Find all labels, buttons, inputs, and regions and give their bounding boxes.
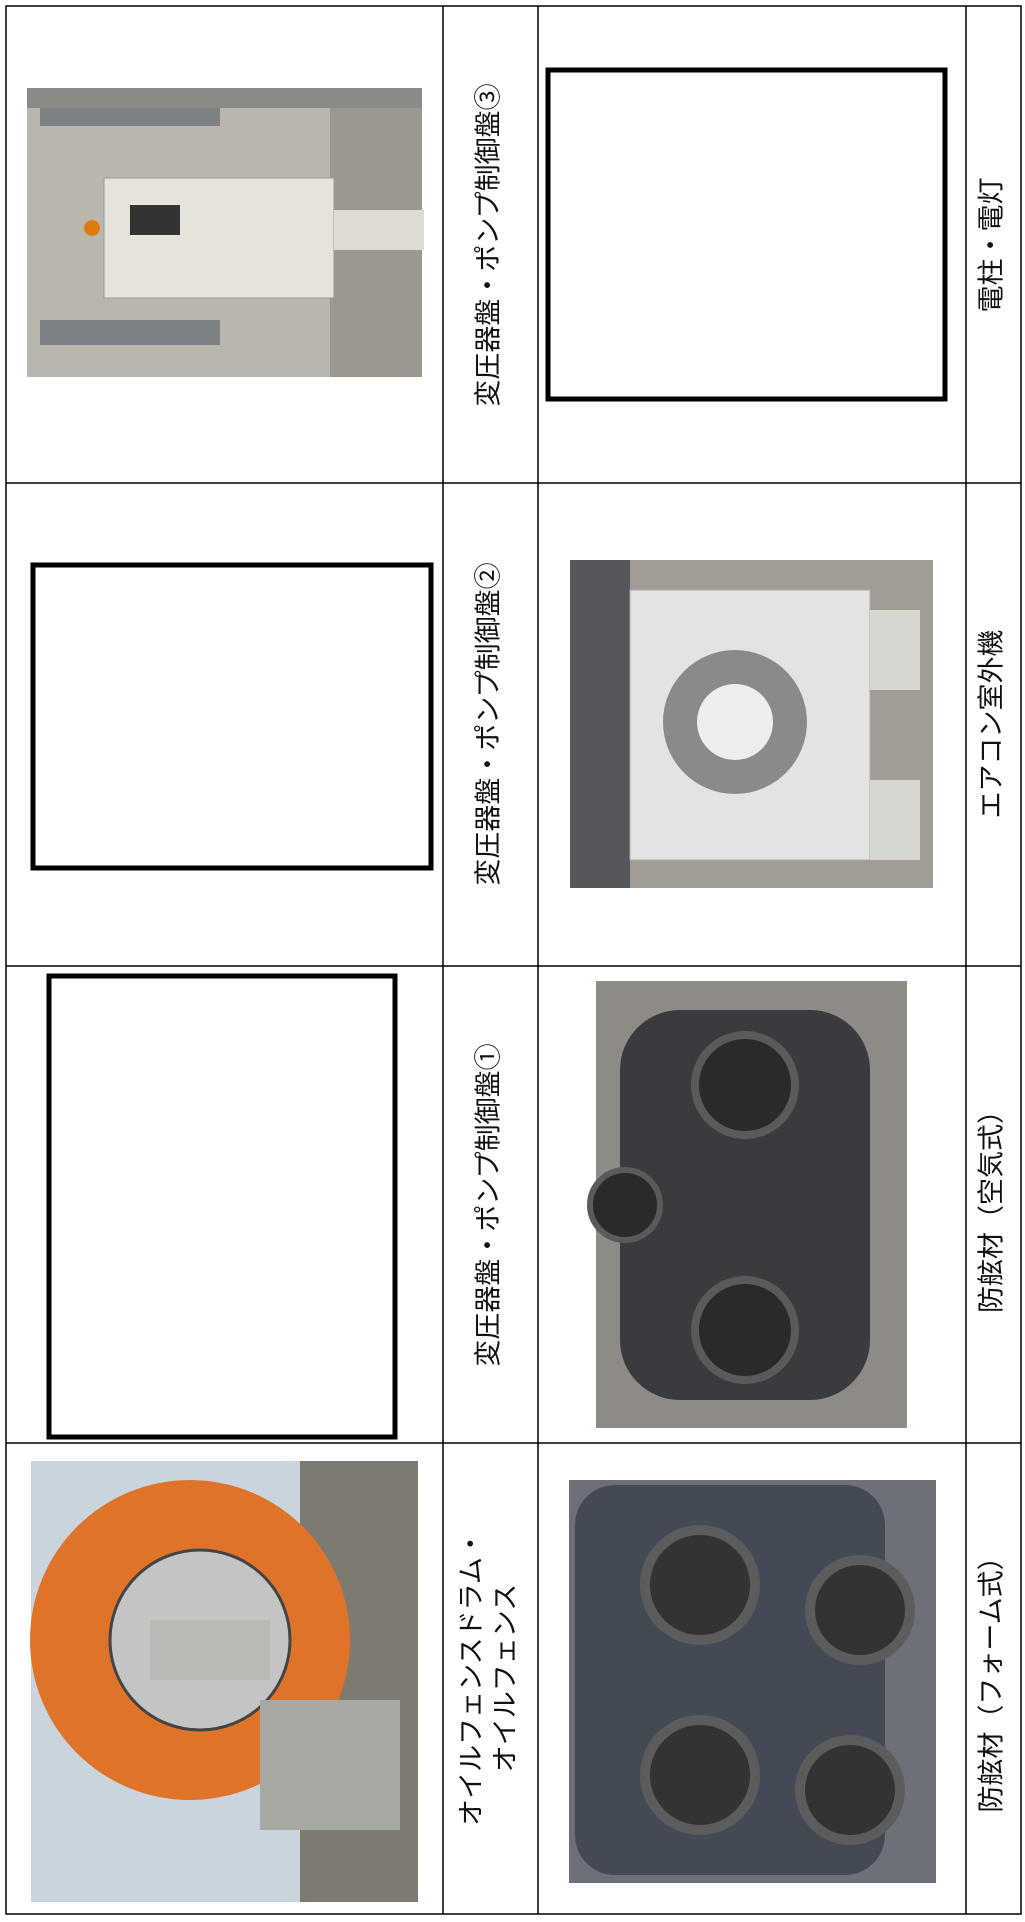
table-grid: [5, 5, 1022, 1915]
cell-label: 電柱・電灯: [977, 178, 1008, 313]
photo-control-panel: [27, 88, 424, 377]
cell-label: 防舷材（フォーム式）: [977, 1543, 1008, 1812]
cell-label: エアコン室外機: [977, 630, 1008, 819]
cell-label: 防舷材（空気式）: [977, 1097, 1008, 1313]
photo-air-conditioner: [570, 560, 933, 888]
cell-label: 変圧器盤・ポンプ制御盤②: [474, 562, 505, 885]
cell-label: オイルフェンスドラム・: [457, 1530, 488, 1826]
photo-oil-fence-drum: [30, 1461, 418, 1902]
photo-pneumatic-fender: [587, 981, 907, 1428]
cell-label: 変圧器盤・ポンプ制御盤①: [474, 1043, 505, 1366]
cell-label: オイルフェンス: [491, 1584, 522, 1772]
empty-frame: [30, 67, 948, 1440]
photo-foam-fender: [569, 1480, 936, 1883]
cell-label: 変圧器盤・ポンプ制御盤③: [474, 83, 505, 406]
